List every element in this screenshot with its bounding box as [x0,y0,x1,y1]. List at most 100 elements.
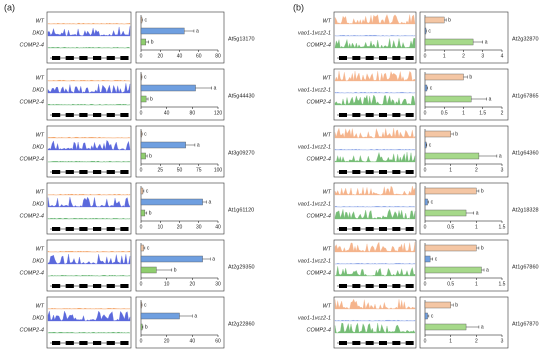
exon [79,227,88,231]
bar [424,95,472,103]
x-tick-label: 1.5 [479,110,486,116]
x-tick-label: 1 [475,224,478,230]
x-tick-label: 0 [424,167,427,173]
exon [339,170,347,174]
x-tick-label: 40 [190,338,196,344]
exon [79,284,88,288]
exon [352,341,361,345]
track-box [333,182,417,235]
exon [120,170,129,174]
gene-label: At2g32870 [512,36,539,42]
coverage-track [47,308,131,310]
track-label: COMP2-4 [307,42,331,48]
x-tick-label: 0 [424,224,427,230]
x-tick-label: 60 [196,53,202,59]
chart-box [135,68,225,121]
exon [120,56,129,60]
significance-label: c [144,302,147,308]
track-label: vao1-1vcz2-1 [298,258,331,264]
track-label: COMP2-4 [307,270,331,276]
track-label: DKD [32,144,44,150]
track-label: COMP2-4 [20,213,44,219]
exon [405,284,414,288]
exon [93,56,102,60]
exon [120,284,129,288]
bar [424,141,427,149]
exon [106,284,115,288]
exon [405,170,414,174]
bar [424,198,428,206]
x-tick-label: 0 [140,281,143,287]
error-bar [481,268,485,272]
exon [392,341,401,345]
significance-label: a [485,39,488,45]
significance-label: a [214,85,217,91]
gene-label: At1g61120 [228,207,254,213]
coverage-track [334,38,416,49]
bar [424,187,477,195]
gene-label: At2g29350 [228,264,255,270]
exon [339,56,347,60]
x-tick-label: 3 [481,53,484,59]
coverage-track [47,23,131,25]
coverage-track [47,196,131,208]
x-tick-label: 1.5 [499,281,506,287]
significance-label: c [431,199,434,205]
exon [365,227,374,231]
bar [424,152,480,160]
significance-label: b [145,324,148,330]
bar [140,323,143,331]
bar [424,84,428,92]
x-tick-label: 1 [449,338,452,344]
x-tick-label: 80 [215,53,221,59]
track-label: COMP2-4 [20,42,44,48]
x-tick-label: 2 [501,110,504,116]
track-label: vao1-1vcz2-1 [298,144,331,150]
x-tick-label: 10 [157,224,163,230]
exon [379,56,387,60]
coverage-track [47,332,131,334]
coverage-track [334,35,416,37]
bar [424,130,451,138]
exon [93,170,102,174]
error-bar [145,154,148,158]
error-bar [466,211,474,215]
significance-label: c [428,28,431,34]
gene-label: At5g44430 [228,93,255,99]
coverage-track [47,47,131,49]
x-tick-label: 40 [177,53,183,59]
exon [52,341,61,345]
bar [140,255,203,263]
coverage-track [334,206,416,208]
coverage-track [334,127,416,139]
error-bar [156,268,172,272]
track-label: WT [35,303,44,309]
exon [339,227,347,231]
coverage-track [334,208,416,220]
gene-label: At1g64360 [512,150,539,156]
x-tick-label: 40 [215,224,221,230]
exon [93,113,102,117]
bar [424,244,477,252]
exon [93,341,102,345]
bar [140,73,142,81]
bar [424,266,482,274]
bar [140,209,146,217]
exon [65,284,74,288]
track-box [333,68,417,121]
exon [65,227,74,231]
exon [339,284,347,288]
significance-label: a [194,313,197,319]
coverage-track [334,241,416,253]
x-tick-label: 0 [424,281,427,287]
track-box [46,239,132,292]
track-label: WT [322,189,331,195]
gene-label: At1g67870 [512,321,539,327]
track-label: vao1-1vcz2-1 [298,30,331,36]
exon [106,56,115,60]
bar [140,84,196,92]
bar [424,255,431,263]
exon [379,227,387,231]
x-tick-label: 20 [190,281,196,287]
